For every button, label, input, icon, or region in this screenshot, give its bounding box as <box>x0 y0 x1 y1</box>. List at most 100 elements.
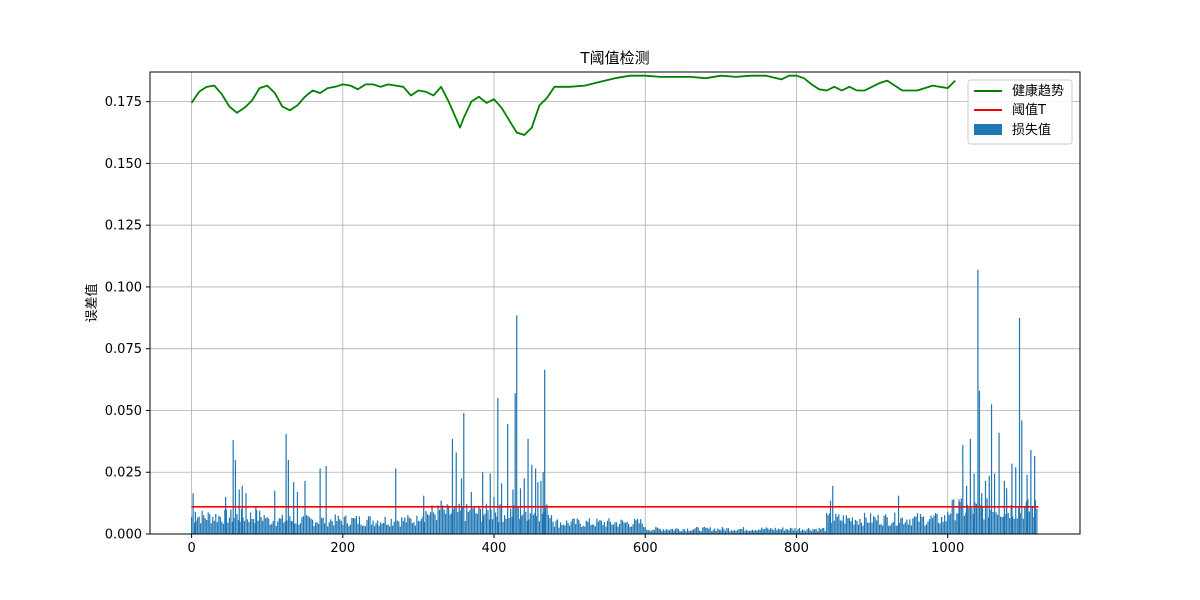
loss-bar <box>960 498 962 534</box>
loss-bar <box>333 525 335 534</box>
loss-bar <box>535 468 537 534</box>
loss-bar <box>771 529 773 534</box>
loss-bar <box>1025 501 1027 534</box>
loss-bar <box>988 475 990 534</box>
loss-bar <box>774 527 776 534</box>
loss-bar <box>254 523 256 534</box>
loss-bar <box>336 520 338 534</box>
loss-bar <box>975 503 978 534</box>
loss-bar <box>962 445 964 534</box>
loss-bar <box>874 517 876 534</box>
loss-bar <box>620 519 622 534</box>
loss-bar <box>919 514 922 534</box>
loss-bar <box>733 529 736 534</box>
loss-bar <box>411 523 413 534</box>
loss-bar <box>758 529 760 534</box>
loss-bar <box>658 528 660 534</box>
loss-bar <box>266 517 268 534</box>
loss-bar <box>682 529 684 534</box>
loss-bar <box>352 517 354 534</box>
loss-bar <box>505 518 507 534</box>
loss-bar <box>661 531 663 534</box>
loss-bar <box>717 528 719 534</box>
x-tick-label: 600 <box>633 541 658 556</box>
loss-bar <box>292 521 294 534</box>
loss-bar <box>370 524 373 534</box>
loss-bar <box>293 482 295 534</box>
loss-bar <box>423 495 425 534</box>
loss-bar <box>898 522 900 534</box>
loss-bar <box>231 521 234 534</box>
loss-bar <box>859 518 861 534</box>
loss-bar <box>493 496 495 534</box>
loss-bar <box>934 512 937 534</box>
loss-bar <box>519 519 521 534</box>
loss-bar <box>414 525 416 534</box>
loss-bar <box>466 504 468 534</box>
loss-bar <box>384 516 386 534</box>
legend-label-bars: 损失值 <box>1012 122 1051 138</box>
loss-bar <box>958 499 960 534</box>
loss-bar <box>850 521 852 534</box>
loss-bar <box>750 530 752 534</box>
loss-bar <box>581 527 583 534</box>
loss-bar <box>218 515 220 534</box>
loss-bar <box>1034 456 1036 534</box>
loss-bar <box>711 531 713 534</box>
loss-bar <box>561 525 563 534</box>
loss-bar <box>606 520 609 534</box>
loss-bar <box>876 520 878 534</box>
loss-bar <box>829 513 831 534</box>
loss-bar <box>631 526 633 534</box>
loss-bar <box>278 518 280 534</box>
loss-bar <box>290 521 292 534</box>
loss-bar <box>910 525 912 534</box>
loss-bar <box>770 527 772 534</box>
loss-bar <box>966 504 968 534</box>
loss-bar <box>566 520 568 534</box>
loss-bar <box>915 516 917 534</box>
loss-bar <box>386 524 388 534</box>
y-tick-label: 0.150 <box>105 157 142 172</box>
loss-bar <box>455 452 457 534</box>
loss-bar <box>832 485 834 534</box>
loss-bar <box>803 530 805 534</box>
loss-bar <box>836 516 838 534</box>
loss-bar <box>696 527 698 534</box>
loss-bar <box>705 527 707 534</box>
loss-bar <box>888 525 890 534</box>
loss-bar <box>497 522 500 534</box>
loss-bar <box>877 514 879 534</box>
loss-bar <box>963 515 965 534</box>
loss-bar <box>906 519 908 534</box>
loss-bar <box>809 529 811 534</box>
loss-bar <box>339 519 341 534</box>
loss-bar <box>507 424 509 534</box>
loss-bar <box>629 527 631 534</box>
loss-bar <box>319 468 321 534</box>
loss-bar <box>621 520 624 534</box>
loss-bar <box>847 518 849 534</box>
loss-bar <box>693 529 695 534</box>
loss-bar <box>224 509 226 534</box>
loss-bar <box>404 517 406 534</box>
loss-bar <box>788 530 790 534</box>
loss-bar <box>818 527 820 534</box>
loss-bar <box>907 524 909 534</box>
loss-bar <box>742 527 745 534</box>
loss-bar <box>718 529 720 534</box>
loss-bar <box>390 518 392 534</box>
loss-bar <box>582 525 584 534</box>
loss-bar <box>240 509 243 534</box>
loss-bar <box>904 522 906 534</box>
loss-bar <box>635 520 637 534</box>
loss-bar <box>537 482 539 534</box>
loss-bar <box>686 528 689 534</box>
loss-bar <box>879 524 881 534</box>
loss-bar <box>236 514 238 534</box>
loss-bar <box>373 525 376 534</box>
loss-bar <box>842 515 844 534</box>
loss-bar <box>212 516 214 534</box>
loss-bar <box>547 514 550 534</box>
